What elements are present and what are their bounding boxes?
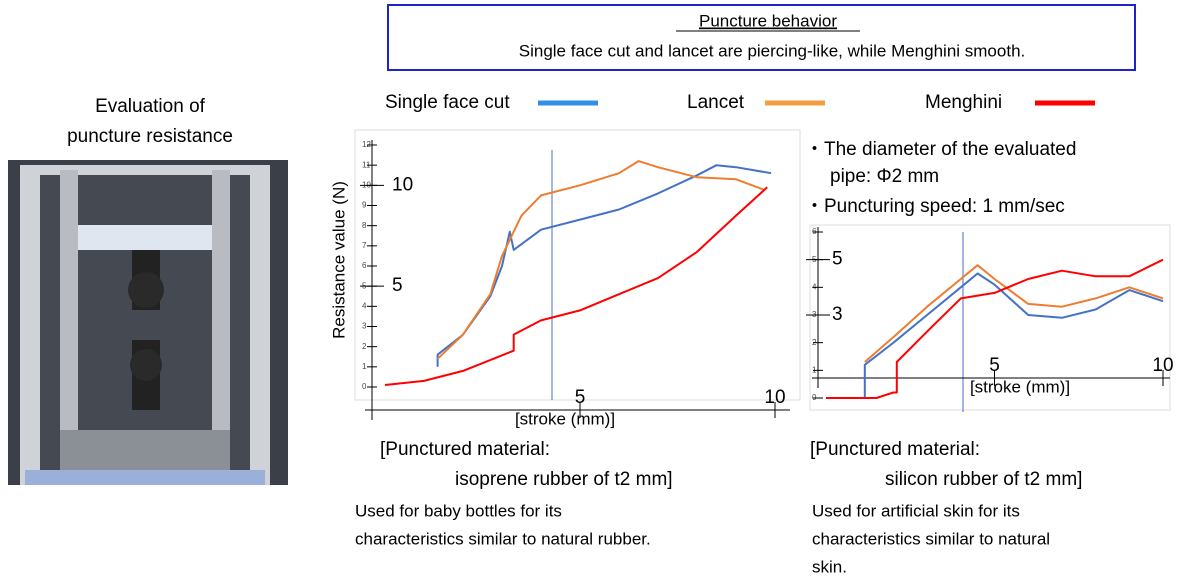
description: characteristics similar to natural rubbe… [355,529,651,548]
note: ・Puncturing speed: 1 mm/sec [805,196,1065,217]
header-subtitle: Single face cut and lancet are piercing-… [519,41,1026,60]
y-tick-label: 8 [362,221,367,230]
photo-caption: puncture resistance [67,126,233,147]
y-tick-label: 1 [362,362,367,371]
series-line [438,165,771,367]
page: { "header": {"title": "Puncture behavior… [0,0,1178,579]
y-tick-label: 6 [362,261,367,270]
legend-label: Lancet [687,92,745,113]
header-title: Puncture behavior [699,11,837,30]
description: Used for baby bottles for its [355,501,562,520]
y-big-tick-label: 3 [832,304,843,325]
legend-label: Menghini [925,92,1002,113]
y-big-tick-label: 10 [392,174,413,195]
y-big-tick-label: 5 [392,275,403,296]
note: ・The diameter of the evaluated [805,139,1076,160]
description: characteristics similar to natural [812,529,1050,548]
description: skin. [812,557,847,576]
note: pipe: Φ2 mm [830,166,939,187]
series-line [865,265,1163,362]
plot-frame [355,130,800,400]
x-axis-label: [stroke (mm)] [515,409,615,428]
material-caption: silicon rubber of t2 mm] [885,469,1082,490]
photo [8,160,288,485]
slide: Puncture behavior Single face cut and la… [0,0,1178,579]
y-tick-label: 3 [362,322,367,331]
material-caption: isoprene rubber of t2 mm] [455,469,673,490]
y-axis-label: Resistance value (N) [329,181,348,339]
material-caption: [Punctured material: [810,439,980,460]
y-tick-label: 2 [362,342,367,351]
material-caption: [Punctured material: [380,439,550,460]
series-line [438,161,764,359]
y-tick-label: 9 [362,201,367,210]
photo-caption: Evaluation of [95,96,206,117]
x-axis-label: [stroke (mm)] [970,377,1070,396]
description: Used for artificial skin for its [812,501,1020,520]
y-tick-label: 4 [362,301,367,310]
y-tick-label: 0 [362,382,367,391]
y-tick-label: 7 [362,241,367,250]
legend-label: Single face cut [385,92,510,113]
y-big-tick-label: 5 [832,249,843,270]
